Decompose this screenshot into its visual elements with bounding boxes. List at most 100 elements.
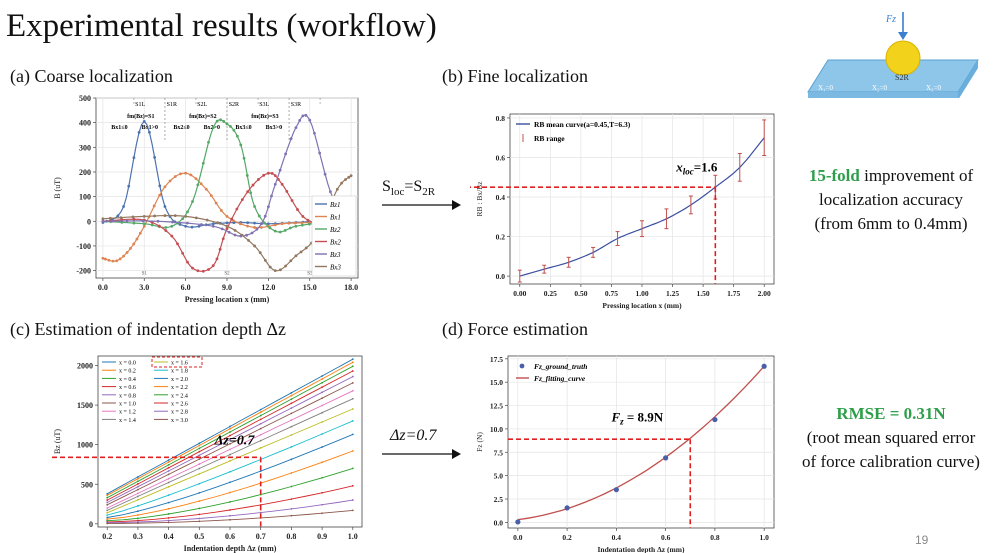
series-point-Bz2: [225, 122, 229, 126]
series-point-Bx2: [150, 221, 154, 224]
series-point-Bz3: [318, 151, 322, 155]
depth-point: [321, 411, 323, 414]
series-point-Bx3: [279, 268, 282, 272]
x-tick-label: 0.8: [286, 532, 296, 541]
region-label: S1L: [135, 102, 145, 108]
series-point-Bx2: [273, 174, 277, 177]
depth-point: [137, 476, 139, 478]
series-point-Bx2: [186, 260, 189, 264]
depth-point: [259, 408, 262, 411]
y-tick-label: 2000: [77, 362, 93, 371]
y-tick-label: 0.2: [496, 233, 506, 242]
series-point-Bx2: [207, 268, 210, 271]
series-point-Bz3: [233, 233, 237, 237]
series-point-Bz1: [225, 221, 229, 225]
depth-point: [229, 501, 231, 503]
fine-localization-note: 15-fold improvement of localization accu…: [790, 164, 992, 236]
y-axis-label: Fz (N): [475, 432, 484, 452]
depth-point: [198, 517, 201, 520]
depth-point: [106, 501, 109, 504]
depth-point: [106, 516, 109, 519]
region-label: S3R: [291, 102, 301, 108]
depth-point: [106, 496, 109, 499]
series-point-Bx3: [101, 217, 105, 221]
sensor-schematic: Fz S2R X₁=0 X₂=0 X₃=0: [807, 12, 979, 98]
series-point-Bx1: [138, 231, 142, 235]
series-point-Bx1: [260, 226, 263, 229]
x-tick-label: 0.50: [574, 289, 587, 298]
x-axis-label: Indentation depth Δz (mm): [184, 544, 277, 553]
x3-label: X₃=0: [926, 84, 941, 92]
y-tick-label: 0.6: [496, 153, 506, 162]
condition-label: fm(Bz)=S3: [251, 113, 278, 120]
region-label: S3L: [259, 102, 269, 108]
depth-point: [229, 459, 231, 462]
series-point-Bz2: [219, 118, 222, 122]
depth-point: [106, 503, 109, 506]
condition-label: Bx2≤0: [173, 125, 189, 131]
legend-label-points: Fz_ground_truth: [534, 362, 587, 371]
series-point-Bx1: [287, 221, 291, 225]
depth-point: [351, 361, 354, 364]
depth-point: [137, 492, 139, 495]
condition-label: Bx3>0: [266, 125, 282, 131]
depth-point: [229, 518, 231, 521]
legend-label-Bz2: Bz2: [330, 226, 341, 234]
y-tick-label: 2.5: [494, 495, 504, 504]
series-point-Bx3: [194, 216, 198, 220]
series-point-Bz1: [163, 205, 167, 208]
legend-label: x = 2.4: [171, 393, 188, 399]
series-point-Bx3: [294, 254, 298, 258]
series-point-Bz2: [268, 226, 272, 230]
depth-point: [137, 480, 139, 483]
series-point-Bz2: [215, 119, 219, 123]
x-axis-label: Pressing location x (mm): [602, 301, 682, 310]
series-point-Bx1: [118, 257, 122, 261]
series-point-Bz2: [235, 134, 239, 138]
depth-point: [198, 444, 201, 447]
depth-point: [290, 472, 293, 474]
y-tick-label: 10.0: [490, 425, 503, 434]
y-tick-label: 7.5: [494, 448, 504, 457]
depth-point: [198, 520, 201, 523]
series-point-Bx3: [273, 269, 277, 273]
depth-point: [106, 522, 109, 525]
series-point-Bz1: [190, 225, 194, 229]
series-point-Bx1: [293, 221, 297, 225]
depth-point: [167, 461, 170, 463]
y-tick-label: 0.8: [496, 114, 506, 123]
legend-label: x = 0.6: [119, 385, 136, 391]
depth-point: [259, 433, 262, 436]
legend-label-Bx3: Bx3: [330, 264, 341, 272]
region-label: S2L: [197, 102, 207, 108]
series-point-Bz3: [304, 113, 308, 117]
x-tick-label: 1.25: [666, 289, 679, 298]
depth-point: [106, 494, 109, 497]
series-point-Bz3: [125, 219, 129, 223]
arrow-ab-s: S: [382, 178, 391, 195]
series-point-Bz2: [257, 214, 261, 218]
series-point-Bz2: [232, 128, 236, 132]
y-tick-label: 100: [79, 193, 91, 202]
indenter-ball: [885, 40, 921, 76]
x2-label: X₂=0: [872, 84, 887, 92]
series-point-Bz1: [116, 214, 120, 218]
depth-point: [137, 519, 139, 522]
force-estimation-note: RMSE = 0.31N (root mean squared error of…: [790, 402, 992, 474]
series-point-Bx1: [111, 259, 115, 263]
legend-label: x = 1.0: [119, 402, 136, 408]
x-axis-label: Indentation depth Δz (mm): [598, 545, 685, 553]
y-tick-label: 5.0: [494, 472, 504, 481]
series-point-Bx2: [262, 173, 266, 177]
depth-point: [259, 447, 262, 449]
depth-point: [106, 514, 109, 517]
series-point-Bx2: [246, 190, 250, 194]
depth-point: [290, 445, 293, 448]
depth-point: [290, 498, 293, 501]
series-point-Bz2: [132, 221, 136, 225]
note-b-rest: improvement of: [859, 166, 974, 185]
series-point-Bx3: [340, 181, 343, 185]
depth-point: [321, 433, 323, 435]
depth-point: [137, 510, 139, 513]
series-point-Bx2: [211, 264, 215, 268]
